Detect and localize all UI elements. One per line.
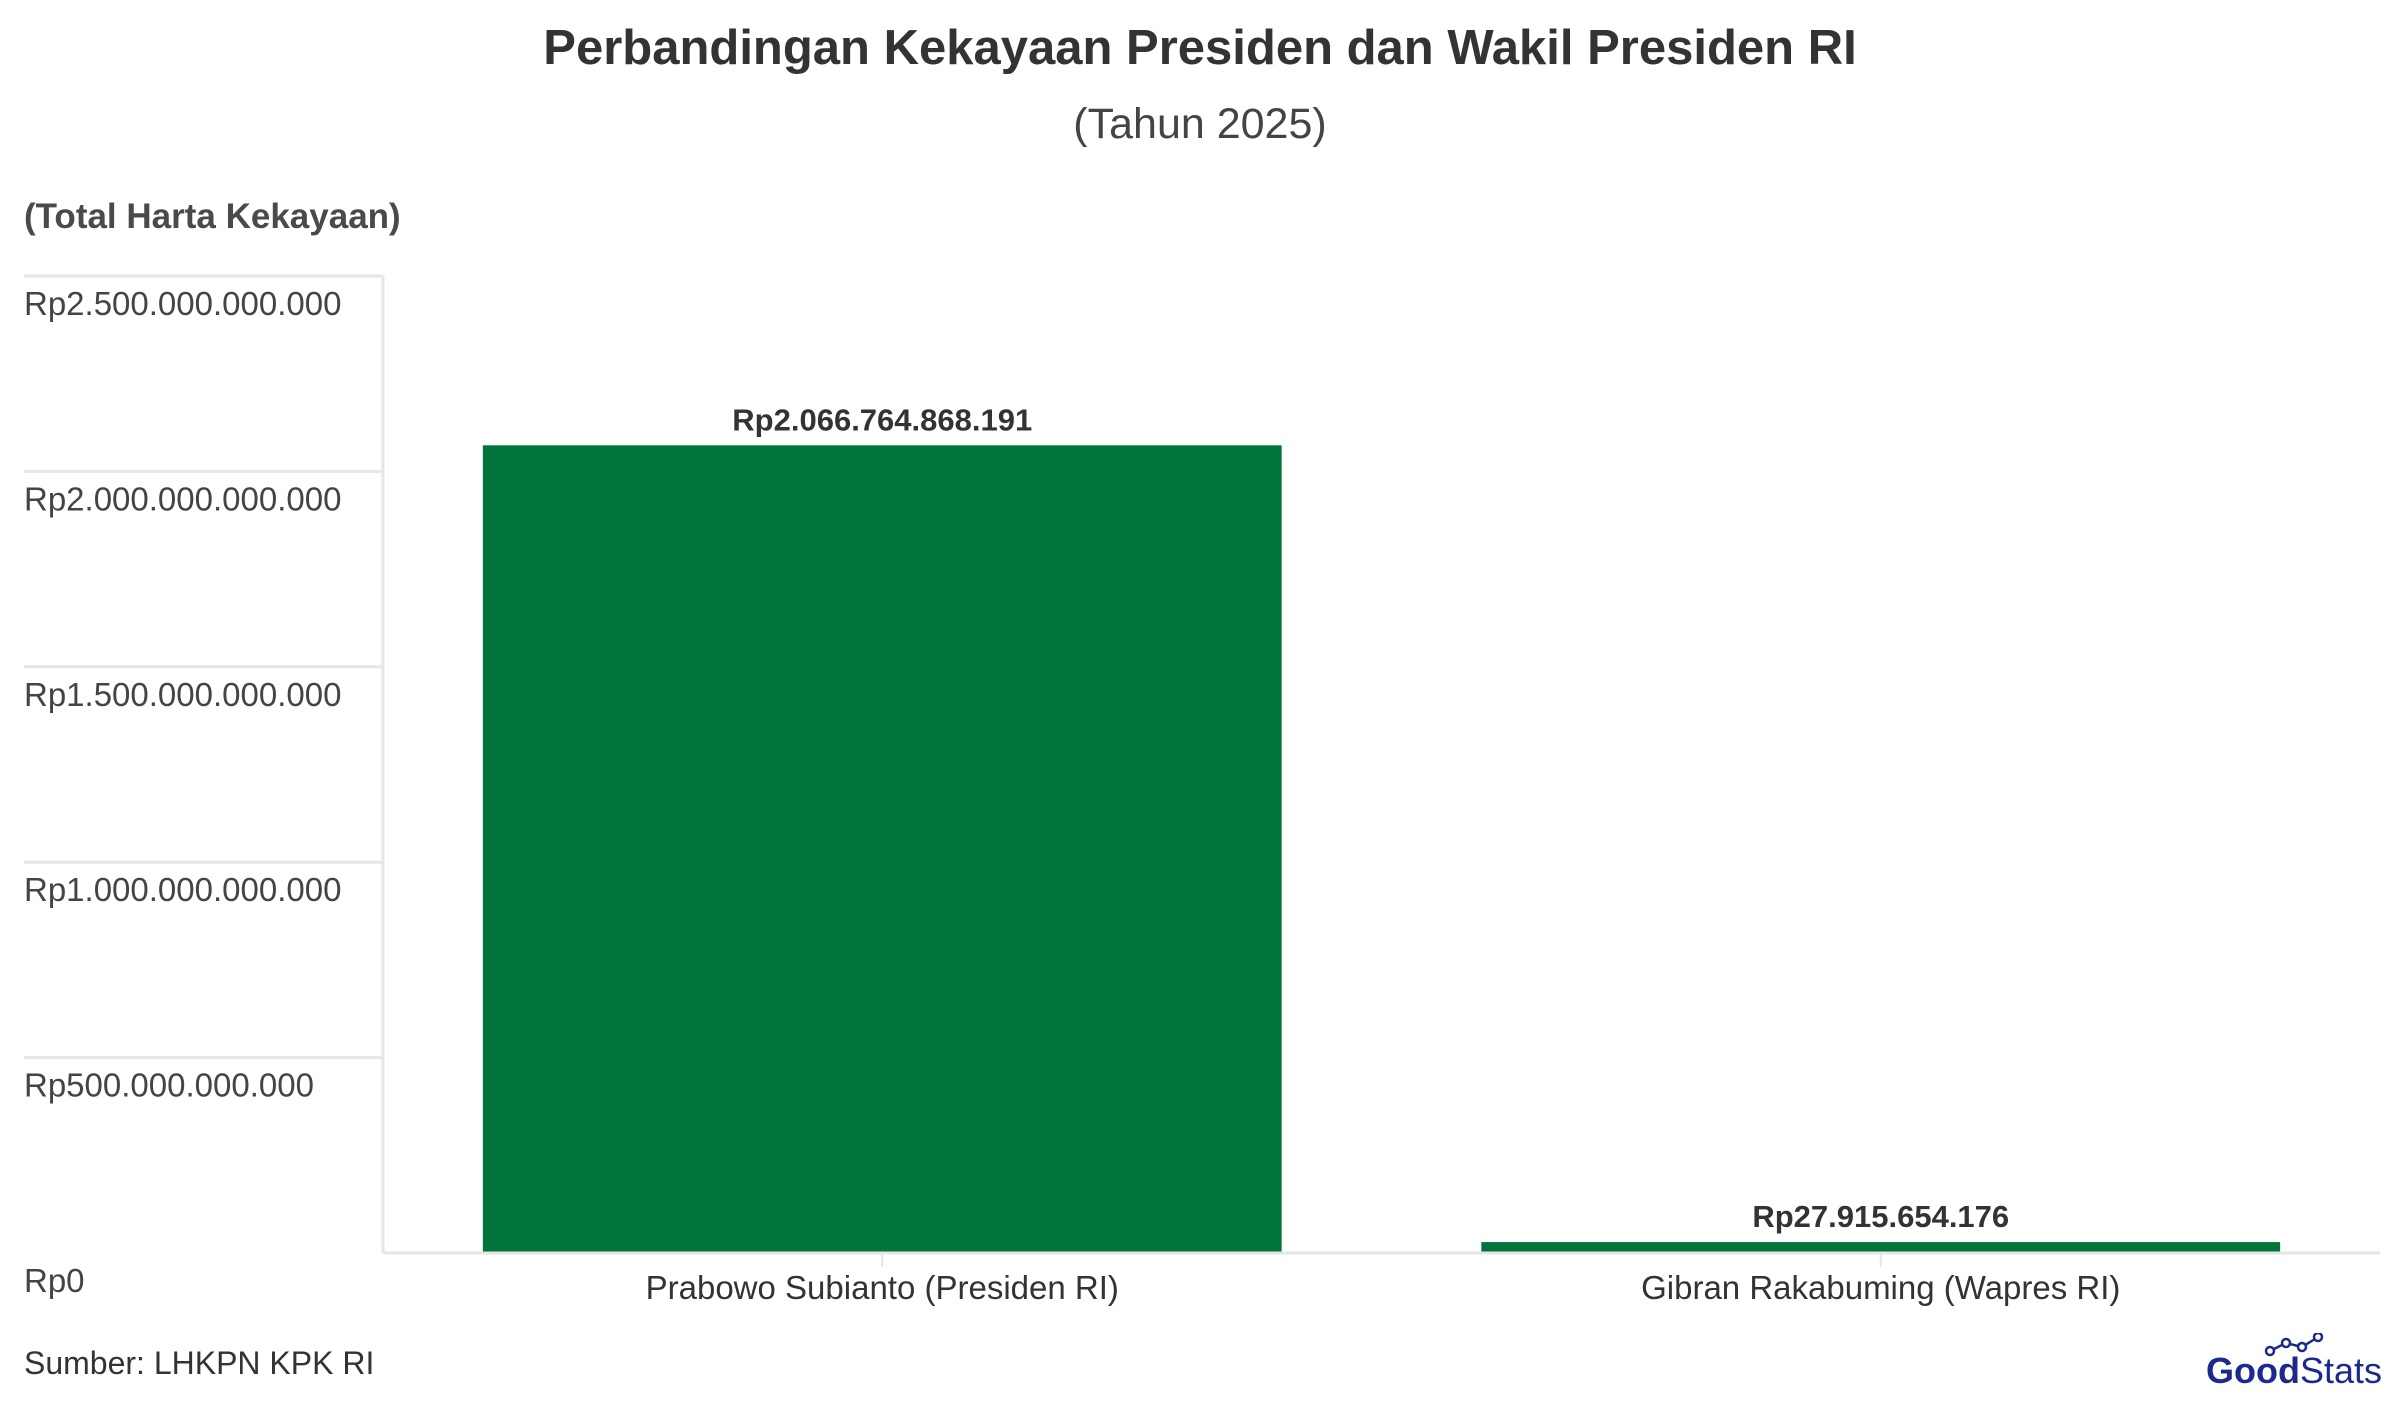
y-tick-label: Rp2.000.000.000.000 [24,480,341,517]
y-tick-label: Rp1.000.000.000.000 [24,871,341,908]
y-tick-label: Rp0 [24,1262,85,1299]
x-category-label: Gibran Rakabuming (Wapres RI) [1641,1269,2120,1306]
goodstats-logo: Good Stats [2206,1333,2382,1391]
bar-value-label: Rp2.066.764.868.191 [732,402,1032,437]
y-tick-label: Rp1.500.000.000.000 [24,676,341,713]
y-tick-label: Rp2.500.000.000.000 [24,285,341,322]
source-note: Sumber: LHKPN KPK RI [24,1345,375,1381]
chart-subtitle: (Tahun 2025) [1073,100,1327,148]
chart-title: Perbandingan Kekayaan Presiden dan Wakil… [543,21,1857,75]
logo-text-light: Stats [2300,1350,2382,1391]
bar-value-label: Rp27.915.654.176 [1752,1199,2009,1234]
bar [482,445,1282,1253]
x-category-label: Prabowo Subianto (Presiden RI) [646,1269,1119,1306]
logo-text-bold: Good [2206,1350,2300,1391]
bar [1481,1242,2281,1253]
y-axis-label: (Total Harta Kekayaan) [24,197,401,236]
y-tick-label: Rp500.000.000.000 [24,1067,314,1104]
